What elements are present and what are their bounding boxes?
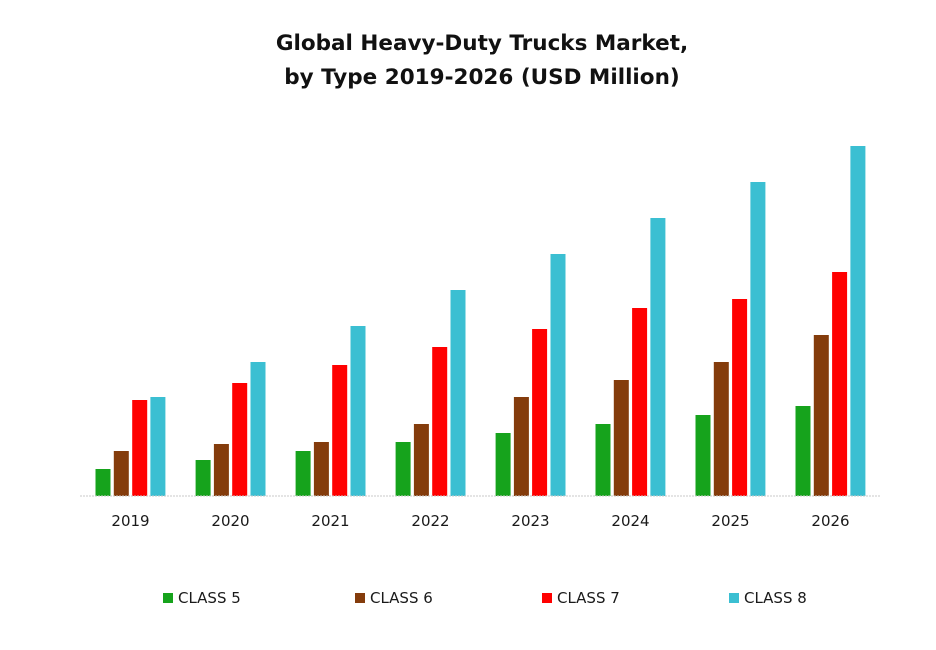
bar-class-5-2022 xyxy=(395,442,411,496)
bar-class-7-2024 xyxy=(632,308,648,496)
bar-class-7-2022 xyxy=(432,347,448,496)
bar-class-6-2021 xyxy=(313,442,329,496)
bar-class-5-2021 xyxy=(295,451,311,496)
legend-label: CLASS 7 xyxy=(557,589,620,607)
bar-class-8-2022 xyxy=(450,290,466,496)
bar-class-7-2026 xyxy=(832,272,848,496)
bar-class-5-2020 xyxy=(195,460,211,496)
x-tick-label: 2022 xyxy=(411,512,449,530)
x-tick-label: 2020 xyxy=(211,512,249,530)
x-tick-label: 2019 xyxy=(111,512,149,530)
bar-class-6-2025 xyxy=(713,362,729,496)
x-tick-label: 2021 xyxy=(311,512,349,530)
bar-class-8-2023 xyxy=(550,254,566,496)
x-tick-label: 2026 xyxy=(811,512,849,530)
bar-class-6-2020 xyxy=(213,444,229,496)
x-tick-label: 2023 xyxy=(511,512,549,530)
bar-class-7-2023 xyxy=(532,329,548,496)
bar-class-5-2019 xyxy=(95,469,111,496)
chart-title: Global Heavy-Duty Trucks Market, xyxy=(276,31,688,56)
bar-class-6-2026 xyxy=(813,335,829,496)
bar-class-6-2023 xyxy=(513,397,529,496)
legend-item-class-6: CLASS 6 xyxy=(355,589,433,607)
bar-class-8-2026 xyxy=(850,146,866,496)
legend-swatch xyxy=(163,593,173,603)
x-tick-labels: 2019 2020 2021 2022 2023 2024 2025 2026 xyxy=(111,512,849,530)
x-tick-label: 2024 xyxy=(611,512,649,530)
legend: CLASS 5 CLASS 6 CLASS 7 CLASS 8 xyxy=(163,589,807,607)
bar-class-8-2021 xyxy=(350,326,366,496)
bar-class-7-2021 xyxy=(332,365,348,496)
legend-label: CLASS 6 xyxy=(370,589,433,607)
legend-swatch xyxy=(729,593,739,603)
chart-subtitle: by Type 2019-2026 (USD Million) xyxy=(284,65,679,90)
bars-group xyxy=(95,146,866,496)
bar-class-5-2024 xyxy=(595,424,611,496)
bar-class-7-2019 xyxy=(132,400,148,496)
legend-item-class-5: CLASS 5 xyxy=(163,589,241,607)
legend-item-class-7: CLASS 7 xyxy=(542,589,620,607)
legend-swatch xyxy=(542,593,552,603)
bar-class-8-2020 xyxy=(250,362,266,496)
legend-item-class-8: CLASS 8 xyxy=(729,589,807,607)
bar-class-8-2025 xyxy=(750,182,766,496)
legend-swatch xyxy=(355,593,365,603)
bar-class-6-2019 xyxy=(113,451,129,496)
bar-class-8-2019 xyxy=(150,397,166,496)
bar-class-5-2023 xyxy=(495,433,511,496)
legend-label: CLASS 8 xyxy=(744,589,807,607)
legend-label: CLASS 5 xyxy=(178,589,241,607)
bar-class-8-2024 xyxy=(650,218,666,496)
x-tick-label: 2025 xyxy=(711,512,749,530)
bar-class-7-2025 xyxy=(732,299,748,496)
bar-class-6-2024 xyxy=(613,380,629,496)
bar-class-5-2026 xyxy=(795,406,811,496)
bar-class-7-2020 xyxy=(232,383,248,496)
bar-class-6-2022 xyxy=(413,424,429,496)
bar-class-5-2025 xyxy=(695,415,711,496)
